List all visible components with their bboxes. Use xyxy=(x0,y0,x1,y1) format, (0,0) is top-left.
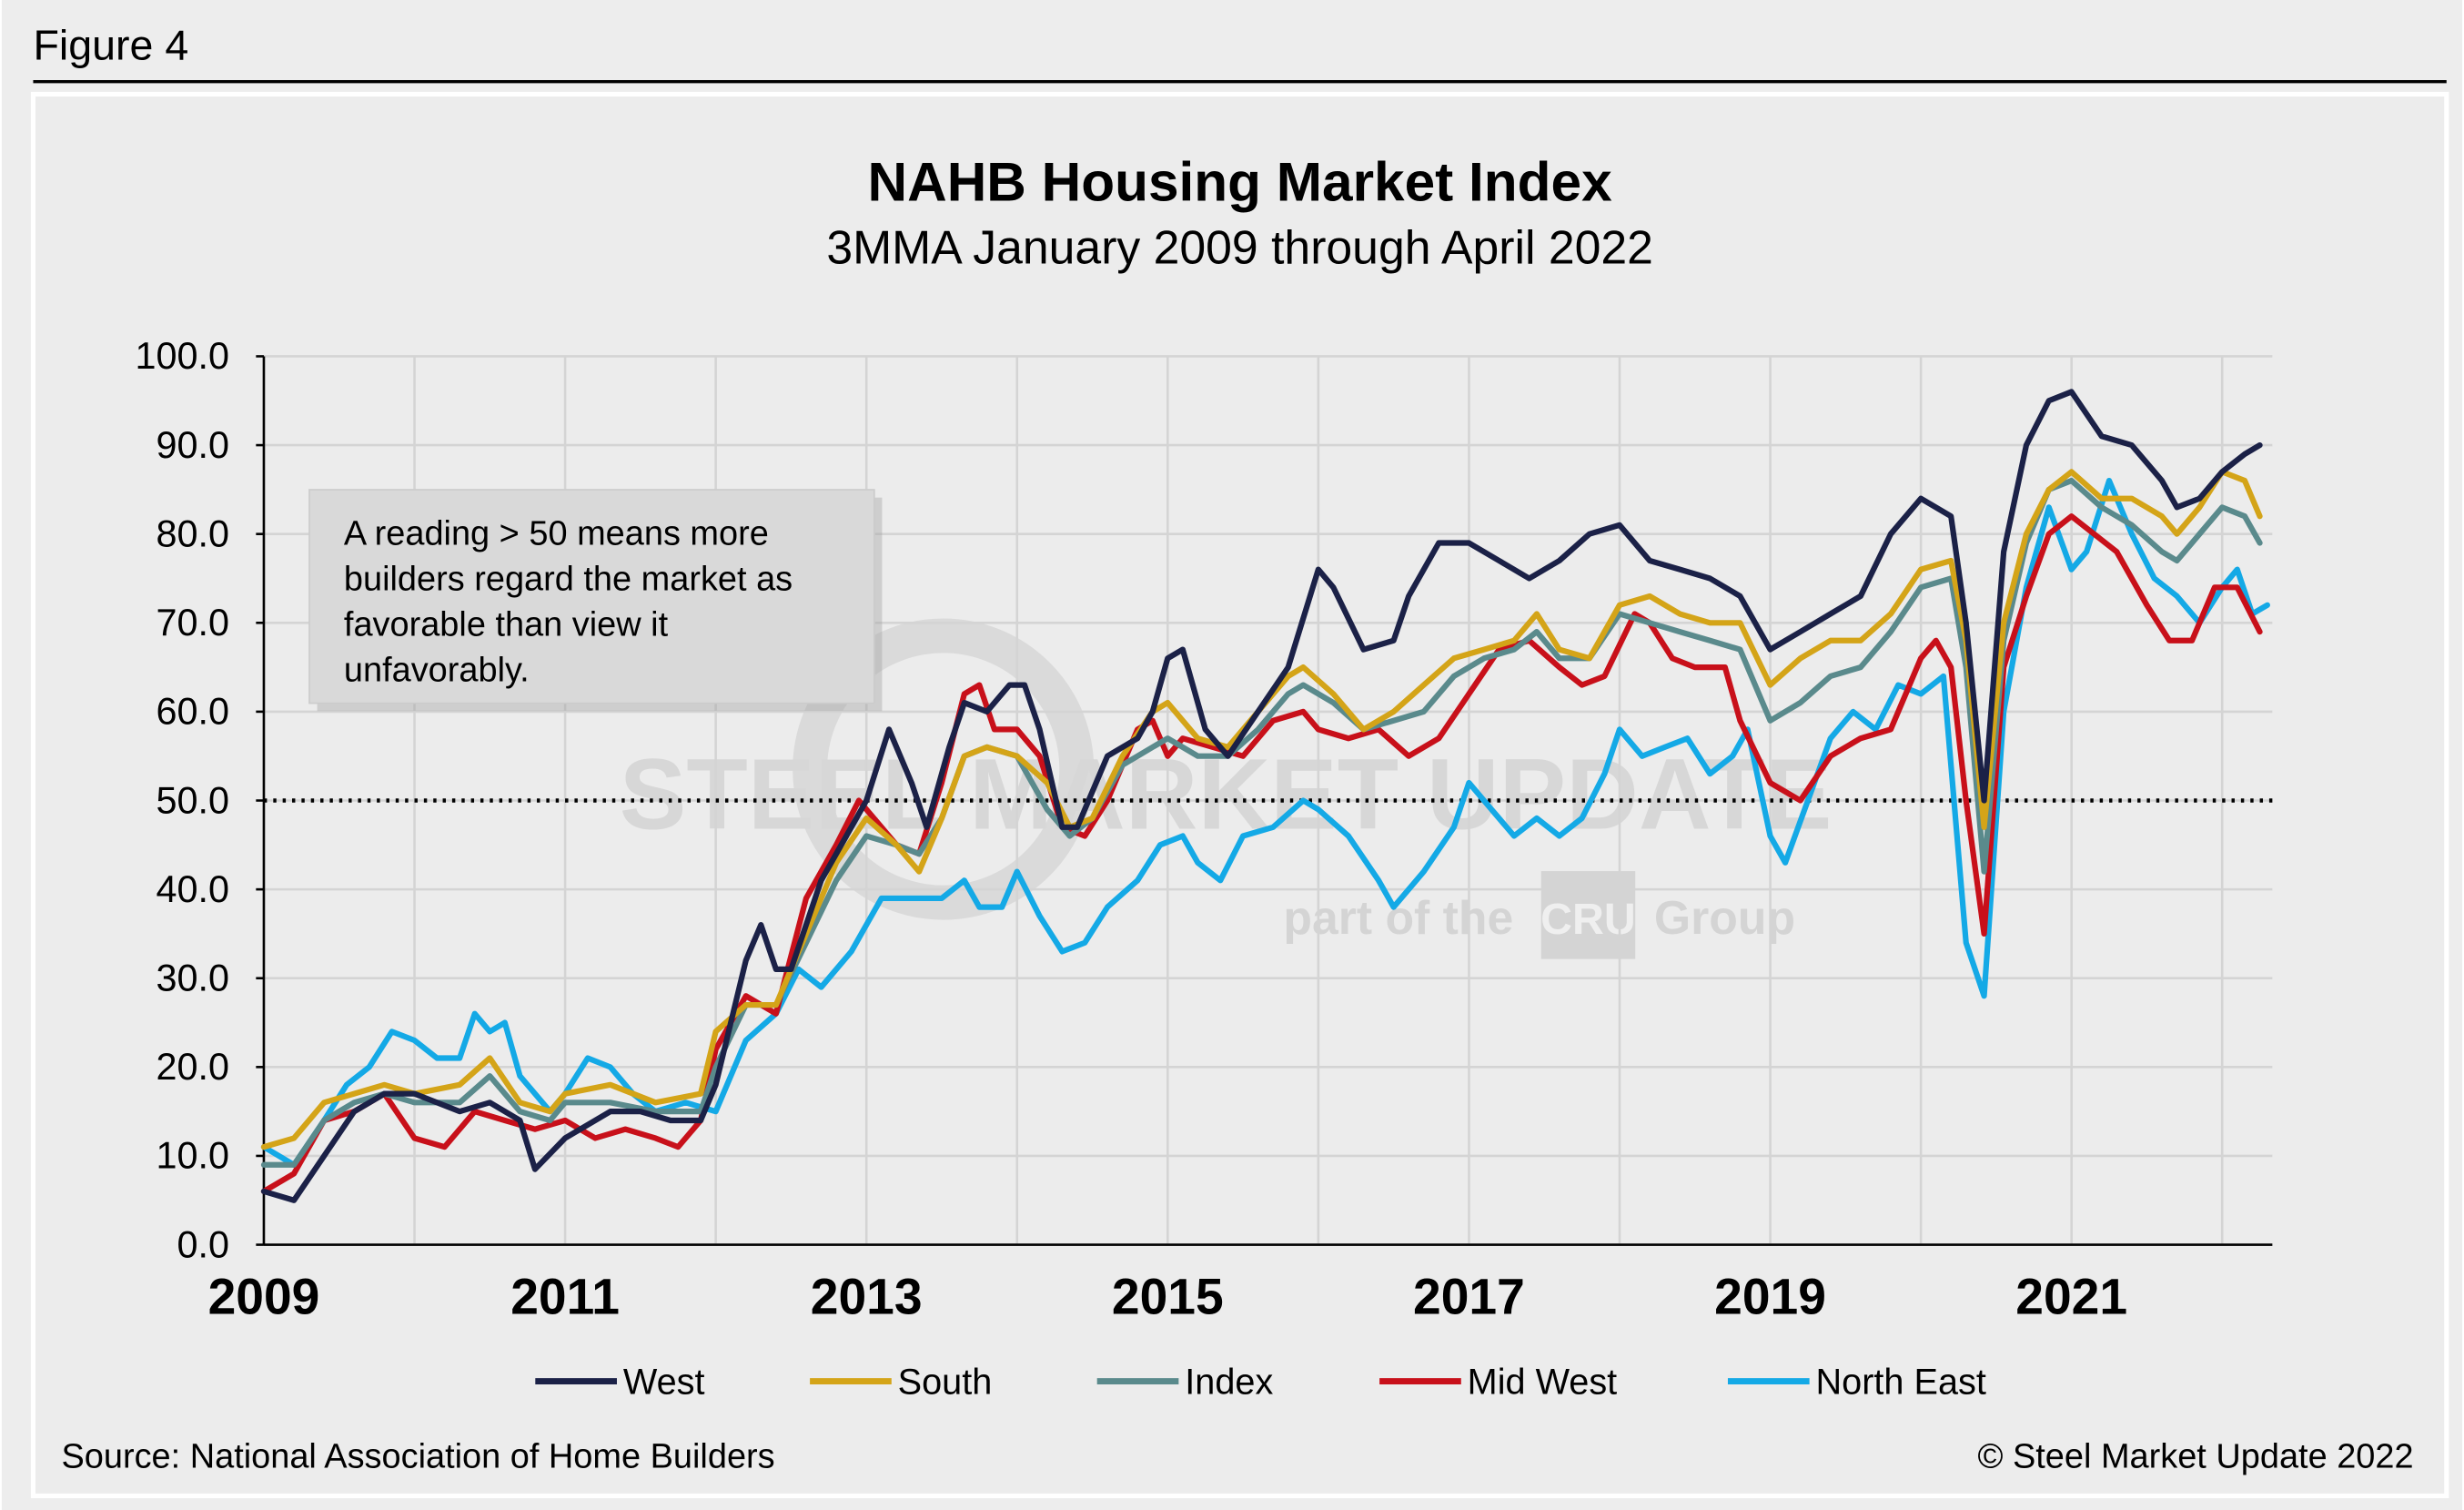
chart-title: NAHB Housing Market Index xyxy=(868,151,1613,213)
source-note: Source: National Association of Home Bui… xyxy=(61,1437,774,1475)
y-axis: 0.0 10.0 20.0 30.0 40.0 50.0 60.0 70.0 80.0 90.0 1… xyxy=(135,335,264,1265)
legend-item-south: South xyxy=(810,1362,992,1402)
x-tick-label: 2013 xyxy=(811,1268,923,1324)
figure-label: Figure 4 xyxy=(33,22,188,69)
watermark-swoosh xyxy=(793,618,1095,920)
series-line-west xyxy=(260,389,2263,1203)
annotation-line-1: A reading > 50 means more xyxy=(344,514,769,552)
y-tick-label: 70.0 xyxy=(156,602,229,644)
y-tick-label: 60.0 xyxy=(156,691,229,733)
x-tick-label: 2009 xyxy=(208,1268,320,1324)
series-line-index xyxy=(260,477,2263,1168)
x-tick-label: 2011 xyxy=(510,1268,620,1324)
watermark-logo-text: CRU xyxy=(1540,895,1636,944)
series-line-mid-west xyxy=(260,513,2263,1195)
series-lines xyxy=(260,389,2270,1203)
annotation-line-3: favorable than view it xyxy=(344,605,669,644)
annotation-box: A reading > 50 means more builders regar… xyxy=(308,489,883,712)
legend-item-index: Index xyxy=(1096,1362,1273,1402)
legend-label: South xyxy=(898,1362,993,1402)
y-tick-label: 30.0 xyxy=(156,958,229,999)
y-tick-label: 50.0 xyxy=(156,779,229,821)
legend-item-north-east: North East xyxy=(1727,1362,1986,1402)
legend-item-mid-west: Mid West xyxy=(1379,1362,1617,1402)
y-tick-label: 40.0 xyxy=(156,868,229,910)
legend-label: Mid West xyxy=(1468,1362,1618,1402)
x-tick-label: 2019 xyxy=(1714,1268,1826,1324)
series-line-south xyxy=(260,469,2263,1150)
series-line-north-east xyxy=(260,477,2270,1168)
legend-label: North East xyxy=(1816,1362,1986,1402)
y-tick-label: 90.0 xyxy=(156,424,229,466)
y-tick-label: 0.0 xyxy=(177,1223,229,1265)
legend-label: West xyxy=(623,1362,705,1402)
y-tick-label: 20.0 xyxy=(156,1046,229,1088)
legend: West South Index Mid West North East xyxy=(535,1362,1986,1402)
annotation-line-4: unfavorably. xyxy=(344,651,530,689)
chart-panel xyxy=(30,91,2449,1499)
copyright: © Steel Market Update 2022 xyxy=(1978,1437,2414,1475)
x-tick-label: 2017 xyxy=(1413,1268,1525,1324)
x-tick-label: 2015 xyxy=(1112,1268,1224,1324)
legend-item-west: West xyxy=(535,1362,705,1402)
y-tick-label: 100.0 xyxy=(135,335,229,377)
legend-label: Index xyxy=(1185,1362,1273,1402)
x-tick-label: 2021 xyxy=(2015,1268,2127,1324)
chart-subtitle: 3MMA January 2009 through April 2022 xyxy=(826,221,1653,274)
watermark-group: Group xyxy=(1654,891,1795,944)
y-tick-label: 80.0 xyxy=(156,512,229,554)
x-axis: 2009 2011 2013 2015 2017 2019 2021 xyxy=(208,356,2273,1324)
y-tick-label: 10.0 xyxy=(156,1135,229,1177)
annotation-line-2: builders regard the market as xyxy=(344,560,793,598)
